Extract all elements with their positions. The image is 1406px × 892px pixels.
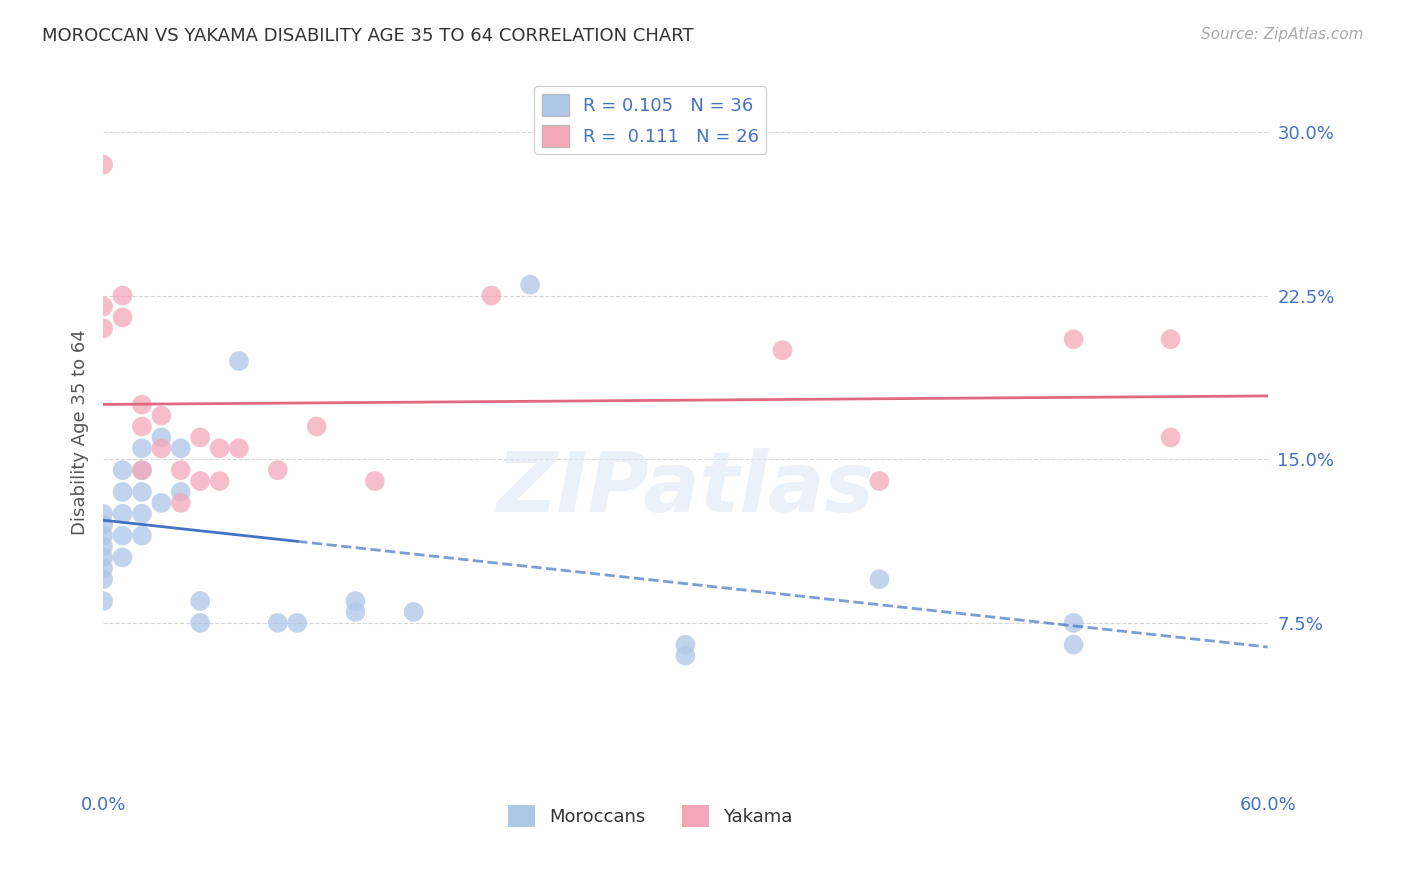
Point [170,496,193,510]
Point [188,594,211,608]
Point [91,300,114,314]
Point [170,442,193,456]
Point [91,550,114,565]
Point [150,442,173,456]
Point [111,485,134,500]
Text: Source: ZipAtlas.com: Source: ZipAtlas.com [1201,27,1364,42]
Point [673,648,696,663]
Point [519,277,541,292]
Point [1063,638,1085,652]
Point [91,594,114,608]
Point [188,474,211,488]
Text: ZIPatlas: ZIPatlas [496,448,875,529]
Point [131,463,153,477]
Point [170,463,193,477]
Point [131,442,153,456]
Point [131,507,153,521]
Point [305,419,328,434]
Point [1063,332,1085,346]
Point [772,343,794,358]
Point [131,485,153,500]
Point [111,463,134,477]
Point [91,561,114,575]
Point [208,474,231,488]
Point [91,572,114,586]
Point [267,463,290,477]
Point [170,485,193,500]
Point [1063,615,1085,630]
Y-axis label: Disability Age 35 to 64: Disability Age 35 to 64 [72,329,89,535]
Point [111,550,134,565]
Point [131,398,153,412]
Point [869,572,891,586]
Point [91,517,114,532]
Point [91,507,114,521]
Point [402,605,425,619]
Point [344,605,367,619]
Point [285,615,308,630]
Point [1160,430,1182,444]
Point [150,430,173,444]
Point [267,615,290,630]
Point [91,158,114,172]
Point [91,540,114,554]
Point [111,310,134,325]
Legend: Moroccans, Yakama: Moroccans, Yakama [501,797,800,834]
Point [344,594,367,608]
Point [91,321,114,335]
Point [208,442,231,456]
Point [150,409,173,423]
Point [479,288,502,302]
Point [1160,332,1182,346]
Point [228,442,250,456]
Point [131,463,153,477]
Point [188,430,211,444]
Point [111,288,134,302]
Point [364,474,387,488]
Point [91,528,114,542]
Point [131,528,153,542]
Point [869,474,891,488]
Point [111,507,134,521]
Point [150,496,173,510]
Point [188,615,211,630]
Point [111,528,134,542]
Text: MOROCCAN VS YAKAMA DISABILITY AGE 35 TO 64 CORRELATION CHART: MOROCCAN VS YAKAMA DISABILITY AGE 35 TO … [42,27,693,45]
Point [673,638,696,652]
Point [131,419,153,434]
Point [228,354,250,368]
